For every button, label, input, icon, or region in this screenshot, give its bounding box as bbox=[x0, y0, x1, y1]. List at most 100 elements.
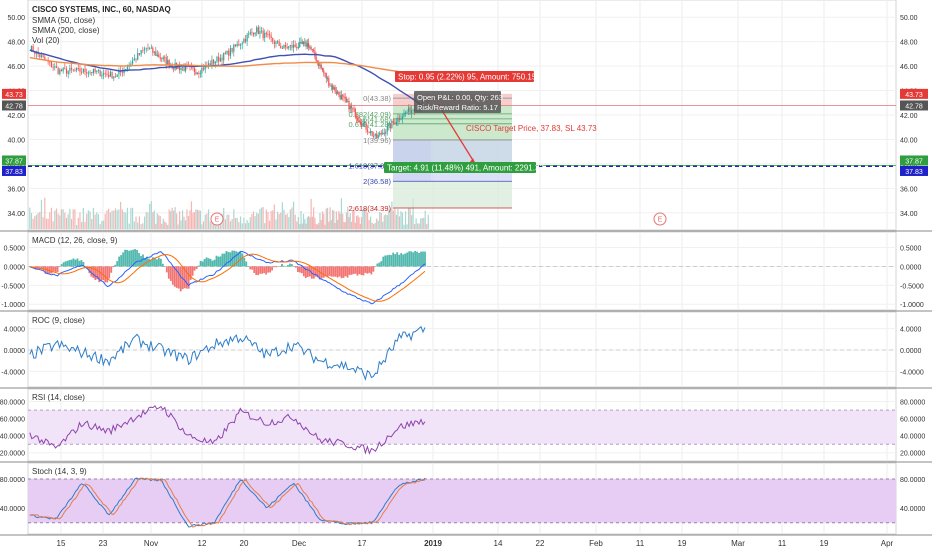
macd-histogram-bar bbox=[126, 249, 129, 267]
candle-body bbox=[259, 31, 261, 35]
candle-body bbox=[328, 78, 330, 86]
macd-histogram-bar bbox=[112, 266, 115, 268]
volume-bar bbox=[404, 211, 407, 229]
volume-bar bbox=[118, 209, 120, 229]
volume-bar bbox=[334, 222, 336, 229]
volume-bar bbox=[72, 209, 74, 229]
candle-body bbox=[209, 63, 211, 66]
candle-body bbox=[55, 66, 58, 68]
volume-bar bbox=[206, 213, 208, 229]
macd-histogram-bar bbox=[110, 266, 113, 273]
volume-bar bbox=[380, 212, 382, 229]
volume-bar bbox=[311, 216, 313, 229]
macd-histogram-bar bbox=[249, 266, 252, 270]
earnings-marker-icon[interactable] bbox=[210, 212, 224, 226]
stop-badge: Stop: 0.95 (2.22%) 95, Amount: 750.15 bbox=[395, 71, 537, 82]
earnings-marker-icon[interactable] bbox=[653, 212, 667, 226]
volume-bar bbox=[109, 212, 111, 229]
volume-bar bbox=[195, 209, 197, 229]
candle-body bbox=[313, 49, 315, 51]
volume-bar bbox=[272, 210, 274, 229]
candle-body bbox=[316, 61, 319, 62]
macd-histogram-bar bbox=[324, 266, 327, 277]
candle-body bbox=[355, 117, 358, 119]
volume-bar bbox=[265, 209, 267, 229]
candle-body bbox=[213, 59, 215, 64]
indicator-legend[interactable]: Vol (20) bbox=[32, 36, 60, 45]
macd-histogram-bar bbox=[124, 249, 127, 267]
indicator-legend[interactable]: SMMA (200, close) bbox=[32, 26, 100, 35]
macd-histogram-bar bbox=[247, 266, 250, 267]
candle-body bbox=[102, 73, 105, 76]
candle-body bbox=[380, 132, 382, 135]
candle-body bbox=[363, 122, 366, 124]
price-tag-left bbox=[2, 100, 26, 111]
macd-histogram-bar bbox=[422, 251, 424, 267]
candle-body bbox=[62, 67, 64, 72]
macd-histogram-bar bbox=[159, 258, 162, 267]
macd-histogram-bar bbox=[80, 260, 83, 267]
candle-body bbox=[173, 68, 175, 70]
macd-histogram-bar bbox=[408, 251, 411, 267]
macd-histogram-bar bbox=[54, 266, 57, 272]
macd-histogram-bar bbox=[169, 266, 172, 281]
indicator-legend[interactable]: SMMA (50, close) bbox=[32, 16, 95, 25]
volume-bar bbox=[50, 207, 53, 229]
pane-label-macd[interactable]: MACD (12, 26, close, 9) bbox=[32, 236, 118, 245]
candle-body bbox=[84, 68, 86, 73]
macd-histogram-bar bbox=[251, 266, 254, 270]
macd-histogram-bar bbox=[265, 266, 268, 275]
volume-bar bbox=[382, 221, 384, 229]
macd-histogram-bar bbox=[148, 258, 150, 267]
price-tag-right bbox=[900, 100, 928, 111]
candle-body bbox=[111, 71, 113, 79]
pane-label-roc[interactable]: ROC (9, close) bbox=[32, 316, 85, 325]
volume-bar bbox=[283, 209, 285, 229]
candle-body bbox=[342, 95, 344, 97]
candle-body bbox=[308, 43, 310, 48]
candle-body bbox=[267, 34, 269, 35]
candle-body bbox=[281, 48, 283, 49]
candle-body bbox=[82, 68, 84, 73]
pane-label-stoch[interactable]: Stoch (14, 3, 9) bbox=[32, 467, 87, 476]
macd-histogram-bar bbox=[118, 256, 121, 267]
candle-body bbox=[238, 43, 240, 46]
x-tick-label: 15 bbox=[57, 539, 66, 548]
volume-bar bbox=[187, 216, 190, 229]
volume-bar bbox=[426, 224, 428, 229]
volume-bar bbox=[358, 217, 360, 229]
price-tag-left-text: 42.78 bbox=[5, 103, 23, 110]
candle-body bbox=[385, 131, 387, 134]
macd-histogram-bar bbox=[338, 266, 341, 277]
candle-body bbox=[167, 60, 169, 65]
candle-body bbox=[236, 43, 238, 47]
volume-bar bbox=[357, 215, 359, 229]
candle-body bbox=[109, 71, 111, 77]
volume-bar bbox=[366, 212, 369, 229]
macd-histogram-bar bbox=[219, 256, 222, 267]
candle-body bbox=[67, 70, 69, 74]
candle-body bbox=[224, 52, 226, 54]
candle-body bbox=[395, 122, 398, 125]
macd-histogram-bar bbox=[207, 258, 210, 267]
y-tick-label-right: 80.0000 bbox=[900, 400, 925, 407]
volume-bar bbox=[238, 222, 240, 229]
y-tick-label-right: 40.00 bbox=[900, 137, 918, 144]
candle-body bbox=[345, 98, 348, 102]
pane-label-rsi[interactable]: RSI (14, close) bbox=[32, 393, 85, 402]
candle-body bbox=[349, 105, 351, 110]
volume-bar bbox=[385, 214, 387, 229]
volume-bar bbox=[394, 208, 396, 229]
volume-bar bbox=[87, 210, 89, 229]
volume-bar bbox=[114, 208, 117, 229]
candle-body bbox=[138, 53, 141, 55]
candle-body bbox=[99, 70, 101, 77]
price-tag-right-text: 37.83 bbox=[905, 169, 923, 176]
volume-bar bbox=[424, 210, 426, 229]
candle-body bbox=[92, 68, 95, 74]
candle-body bbox=[142, 50, 144, 51]
macd-histogram-bar bbox=[94, 266, 97, 281]
candle-body bbox=[354, 109, 356, 118]
candle-body bbox=[79, 68, 81, 72]
